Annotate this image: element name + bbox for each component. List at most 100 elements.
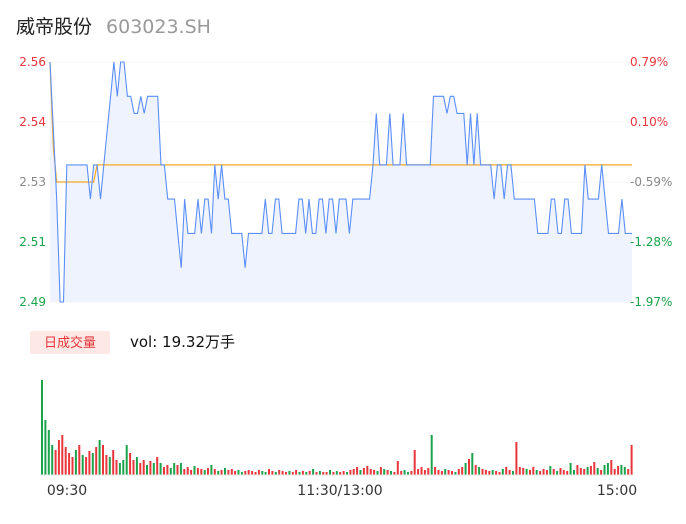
volume-bar [203, 470, 206, 475]
volume-bar [454, 472, 457, 475]
volume-bar [322, 472, 325, 475]
volume-bar [390, 471, 392, 475]
volume-bar [508, 470, 511, 475]
volume-bar [417, 469, 420, 475]
volume-bar [278, 470, 281, 475]
volume-bar [234, 471, 237, 475]
volume-bar [105, 455, 108, 475]
volume-bar [207, 468, 209, 475]
volume-bar [102, 445, 104, 475]
volume-bar [444, 469, 447, 475]
volume-bar [576, 465, 579, 475]
volume-bar [369, 469, 372, 475]
volume-bar [610, 460, 613, 475]
volume-bar [383, 469, 386, 475]
volume-bar [146, 465, 148, 475]
volume-bar [88, 451, 91, 475]
volume-bar [179, 463, 182, 475]
volume-bar [91, 453, 94, 475]
volume-bar [525, 469, 528, 475]
volume-bar [478, 467, 481, 475]
volume-bar [261, 471, 264, 475]
volume-bar [224, 468, 226, 475]
volume-bar [379, 467, 382, 475]
volume-bar [305, 472, 308, 475]
volume-bar [166, 465, 169, 475]
volume-bar [74, 450, 77, 475]
volume-bar [176, 465, 179, 475]
volume-bar [579, 468, 582, 475]
volume-bar [471, 453, 474, 475]
volume-bar [129, 453, 132, 475]
volume-bar [54, 450, 57, 475]
percent-tick-label: 0.79% [630, 55, 668, 69]
time-label-close: 15:00 [597, 483, 637, 499]
volume-bar [556, 471, 559, 475]
volume-bar [196, 468, 199, 475]
volume-bar [288, 471, 291, 475]
percent-tick-label: 0.10% [630, 115, 668, 129]
volume-bar [285, 472, 287, 475]
volume-total: vol: 19.32万手 [130, 333, 235, 351]
volume-bar [505, 467, 508, 475]
volume-bar [583, 469, 586, 475]
volume-bar [122, 460, 125, 475]
volume-bar [589, 466, 592, 475]
volume-bar [149, 461, 152, 475]
volume-bar [545, 470, 548, 475]
volume-bar [301, 471, 304, 475]
volume-bar [135, 457, 138, 475]
volume-bar [200, 469, 203, 475]
time-label-midday: 11:30/13:00 [297, 483, 382, 499]
volume-bar [240, 472, 243, 475]
time-label-open: 09:30 [47, 483, 87, 499]
volume-bar [518, 467, 521, 475]
percent-tick-label: -1.28% [630, 235, 672, 249]
volume-bar [210, 465, 213, 475]
volume-badge-label: 日成交量 [44, 335, 96, 351]
volume-bar [366, 466, 369, 475]
volume-bar [627, 469, 630, 475]
volume-bar [339, 472, 342, 475]
volume-bar [308, 471, 311, 475]
volume-bar [386, 470, 389, 475]
volume-bar [596, 468, 599, 475]
volume-bar [522, 468, 525, 475]
volume-bar [213, 469, 216, 475]
volume-bar [51, 445, 54, 475]
volume-bar [57, 440, 60, 475]
price-tick-label: 2.54 [19, 115, 46, 129]
volume-bar [115, 460, 118, 475]
volume-bar [427, 468, 430, 475]
volume-bar [271, 471, 274, 475]
volume-bar [281, 471, 284, 475]
volume-bar [562, 470, 565, 475]
price-tick-label: 2.49 [19, 295, 46, 309]
volume-bar [264, 472, 267, 475]
volume-bar [552, 469, 555, 475]
volume-bar [329, 470, 331, 475]
volume-bar [61, 435, 64, 475]
volume-bar [78, 445, 81, 475]
volume-bar [613, 469, 616, 475]
volume-bar [606, 463, 609, 475]
volume-bar [274, 472, 277, 475]
volume-bar [312, 469, 315, 475]
volume-bar [586, 467, 589, 475]
volume-bar [630, 445, 633, 475]
volume-bar [569, 463, 572, 475]
volume-bar [220, 470, 223, 475]
volume-bar [298, 472, 301, 475]
volume-bar [125, 445, 128, 475]
price-line [49, 61, 632, 303]
volume-bar [254, 472, 257, 475]
volume-bar [468, 459, 470, 475]
volume-bar [349, 470, 352, 475]
volume-bar [95, 447, 98, 475]
volume-bar [403, 470, 406, 475]
average-price-line [49, 61, 632, 183]
volume-bar [600, 470, 603, 475]
volume-bar [481, 469, 484, 475]
volume-bar [173, 463, 176, 475]
